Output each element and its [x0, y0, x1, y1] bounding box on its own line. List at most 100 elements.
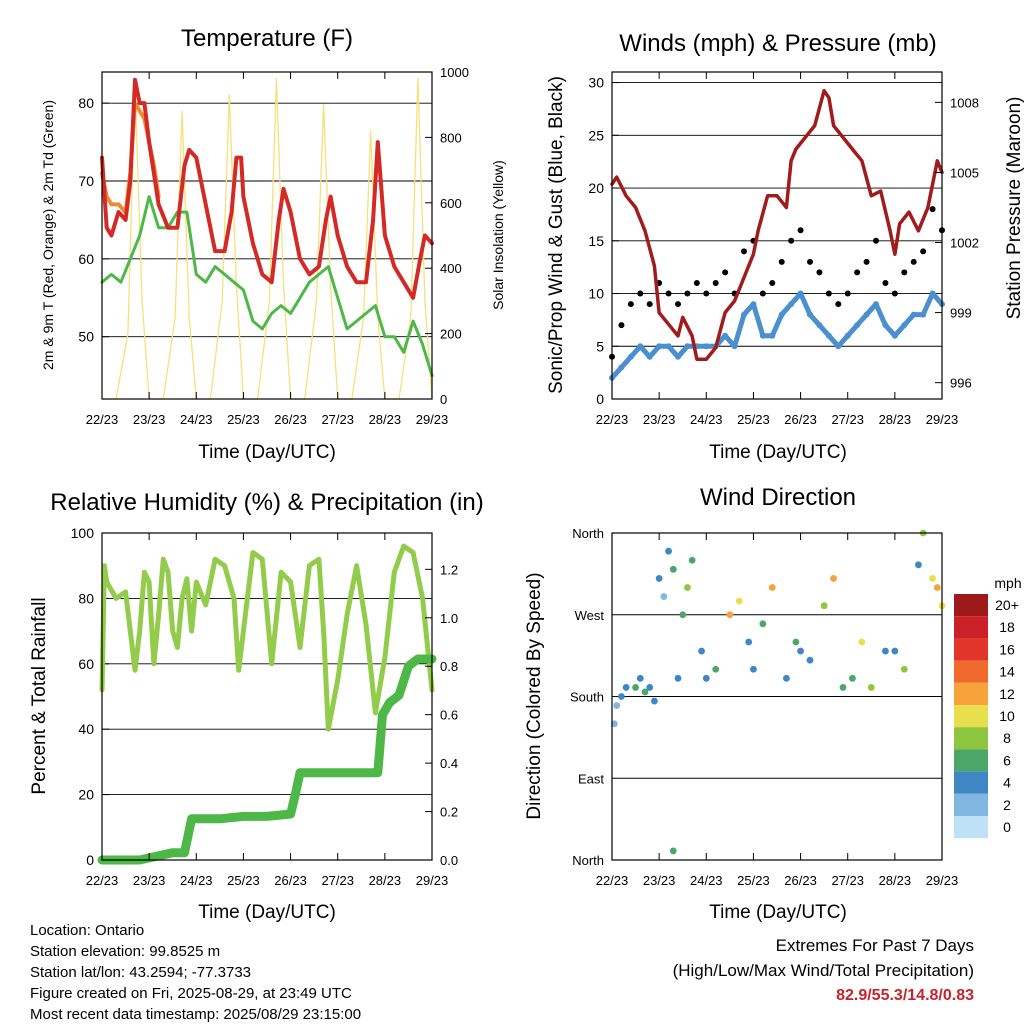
- wind-point: [825, 332, 832, 339]
- gust-point: [693, 279, 700, 286]
- winds-plot: 0 5 10 15 20 25 30 996 999 1002 1005 1008 22/23 23/23…: [588, 71, 979, 427]
- legend-swatch: [954, 705, 988, 728]
- gust-point: [769, 279, 776, 286]
- direction-point: [712, 665, 720, 673]
- info-recent: Most recent data timestamp: 2025/08/29 2…: [30, 1006, 362, 1023]
- direction-point: [610, 720, 618, 728]
- solar-insolation-line: [101, 77, 433, 400]
- gust-point: [873, 237, 879, 244]
- legend-swatch: [954, 727, 988, 750]
- legend-label: 4: [1003, 775, 1011, 791]
- y2-tick-label: 0.8: [440, 659, 458, 674]
- x-tick-label: 22/23: [86, 873, 119, 888]
- legend-swatch: [954, 638, 988, 661]
- gust-point: [712, 279, 719, 286]
- gust-point: [637, 290, 644, 297]
- y2-tick-label: 0.2: [440, 805, 458, 820]
- humidity-ylabel: Percent & Total Rainfall: [29, 597, 50, 794]
- x-tick-label: 23/23: [643, 873, 676, 888]
- gust-point: [825, 290, 832, 297]
- direction-point: [858, 638, 866, 646]
- winds-title: Winds (mph) & Pressure (mb): [619, 30, 936, 57]
- gust-point: [627, 301, 634, 308]
- gust-point: [778, 258, 785, 265]
- gust-point: [863, 258, 870, 265]
- gust-point: [807, 258, 813, 265]
- gust-point: [675, 301, 681, 308]
- y-tick-label: 30: [588, 75, 604, 91]
- direction-point: [674, 674, 682, 682]
- direction-point: [660, 593, 668, 600]
- direction-point: [750, 665, 757, 673]
- wind-point: [675, 353, 681, 360]
- wind-point: [722, 332, 729, 339]
- gust-point: [722, 269, 729, 276]
- y2-tick-label: 1.2: [440, 562, 458, 577]
- wind-point: [816, 322, 823, 329]
- legend-swatch: [954, 816, 988, 839]
- x-tick-label: 26/23: [784, 412, 817, 427]
- x-tick-label: 25/23: [227, 873, 260, 888]
- legend-label: 16: [999, 641, 1015, 657]
- x-tick-label: 27/23: [831, 412, 864, 427]
- wind-point: [618, 364, 625, 371]
- wind-point: [731, 343, 738, 350]
- wind-point: [901, 322, 908, 329]
- direction-point: [613, 702, 621, 709]
- gust-point: [703, 290, 710, 297]
- plot-border: [101, 532, 433, 861]
- legend-swatch: [954, 660, 988, 683]
- legend-label: 12: [999, 686, 1015, 702]
- direction-point: [688, 556, 696, 564]
- gust-point: [816, 269, 823, 276]
- winds-xlabel: Time (Day/UTC): [709, 442, 847, 463]
- direction-point: [929, 575, 936, 582]
- y-tick-label: 25: [588, 127, 604, 143]
- extremes-line2: (High/Low/Max Wind/Total Precipitation): [672, 961, 974, 980]
- direction-point: [618, 693, 625, 700]
- y-tick-label: 0: [86, 852, 94, 868]
- x-tick-label: 27/23: [321, 412, 354, 427]
- wind-point: [665, 343, 672, 350]
- info-created: Figure created on Fri, 2025-08-29, at 23…: [30, 985, 352, 1002]
- direction-point: [669, 847, 677, 855]
- y2-tick-label: 996: [950, 376, 972, 391]
- direction-point: [726, 611, 734, 619]
- direction-point: [768, 584, 776, 591]
- speed-legend: 20+ 18 16 14 12 10 8 6 4 2 0: [954, 594, 1019, 839]
- legend-label: 0: [1003, 819, 1011, 835]
- y-tick-label: South: [570, 690, 604, 705]
- x-tick-label: 28/23: [879, 412, 912, 427]
- station-info: Location: Ontario Station elevation: 99.…: [30, 920, 361, 1025]
- direction-point: [655, 575, 663, 582]
- wind-point: [863, 311, 870, 318]
- wind-point: [741, 311, 747, 318]
- x-tick-label: 29/23: [926, 873, 959, 888]
- direction-point: [651, 697, 658, 705]
- x-tick-label: 24/23: [180, 873, 213, 888]
- plot-border: [611, 71, 943, 400]
- gust-point: [665, 290, 672, 297]
- direction-point: [679, 611, 687, 619]
- wind-point: [797, 290, 804, 297]
- direction-point: [806, 656, 814, 664]
- y2-tick-label: 1005: [950, 165, 979, 180]
- direction-point: [702, 674, 710, 682]
- temp-2m-line: [100, 77, 434, 300]
- y2-tick-label: 1.0: [440, 611, 458, 626]
- y-tick-label: 40: [78, 721, 94, 737]
- direction-point: [900, 665, 908, 673]
- gust-point: [684, 290, 691, 297]
- wind-point: [778, 311, 785, 318]
- y2-tick-label: 0: [440, 392, 447, 407]
- gust-point: [835, 301, 842, 308]
- y-tick-label: 20: [78, 787, 94, 803]
- direction-point: [915, 561, 922, 569]
- humidity-title: Relative Humidity (%) & Precipitation (i…: [50, 489, 483, 516]
- gust-point: [854, 269, 861, 276]
- x-tick-label: 26/23: [784, 873, 817, 888]
- x-tick-label: 25/23: [227, 412, 260, 427]
- winds-ylabel: Sonic/Prop Wind & Gust (Blue, Black): [546, 76, 567, 394]
- y-tick-label: 50: [78, 329, 94, 345]
